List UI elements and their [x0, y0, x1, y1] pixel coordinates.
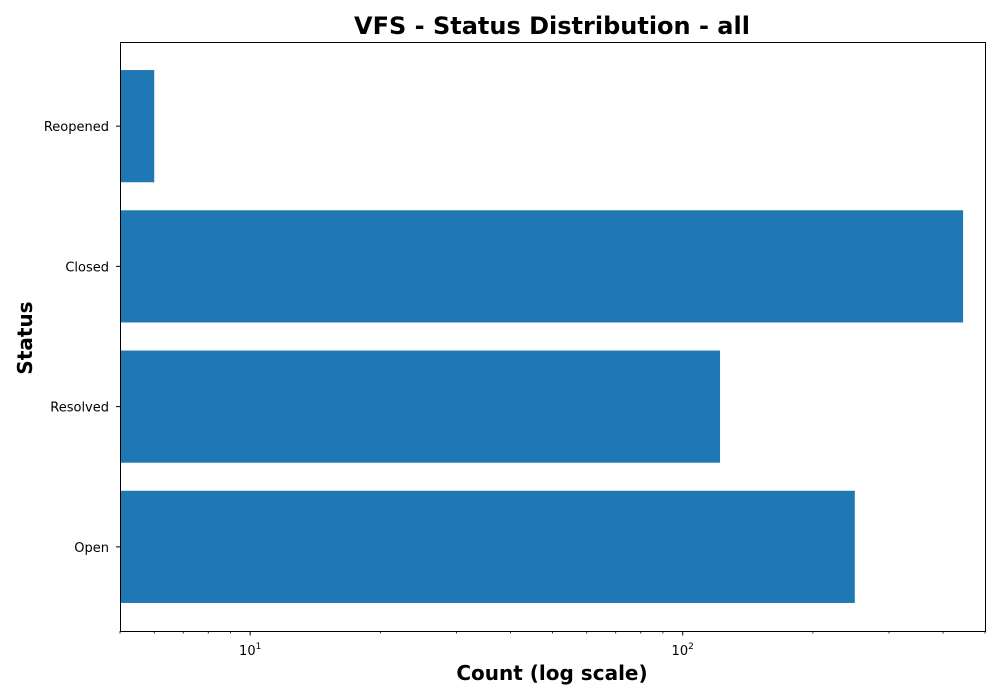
bar-resolved — [120, 350, 721, 463]
plot-frame — [120, 42, 986, 632]
bar-reopened — [120, 70, 155, 183]
chart-title: VFS - Status Distribution - all — [354, 12, 750, 40]
ticks-layer: Open Resolved Closed Reopened 101 102 — [44, 120, 986, 659]
x-tick-label: 101 — [239, 642, 261, 659]
y-axis-label: Status — [13, 301, 37, 374]
y-tick-label-resolved: Resolved — [50, 401, 109, 416]
y-tick-label-open: Open — [74, 541, 109, 556]
x-axis-label: Count (log scale) — [456, 661, 647, 685]
bars-layer — [120, 70, 964, 603]
y-tick-label-reopened: Reopened — [44, 120, 109, 135]
bar-closed — [120, 210, 964, 323]
bar-open — [120, 490, 855, 603]
y-tick-label-closed: Closed — [65, 260, 109, 275]
x-tick-label: 102 — [672, 642, 694, 659]
